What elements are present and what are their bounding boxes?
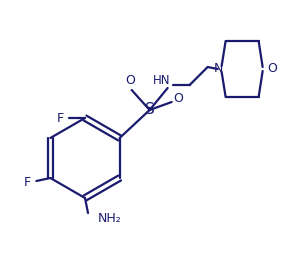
Text: NH₂: NH₂ [98, 212, 122, 225]
Text: F: F [56, 112, 63, 124]
Text: S: S [145, 103, 155, 117]
Text: O: O [268, 62, 278, 76]
Text: N: N [214, 62, 223, 76]
Text: O: O [126, 74, 136, 87]
Text: O: O [174, 93, 183, 106]
Text: HN: HN [153, 74, 171, 87]
Text: F: F [24, 177, 31, 189]
